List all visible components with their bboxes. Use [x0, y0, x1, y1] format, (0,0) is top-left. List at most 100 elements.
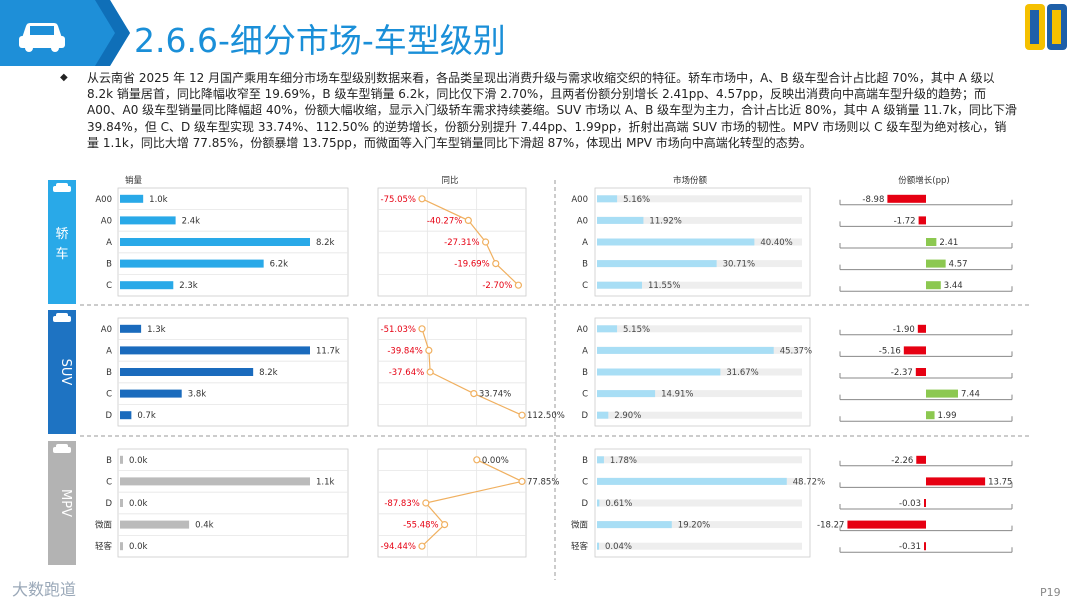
share-bar [597, 238, 755, 246]
share-track [597, 281, 802, 289]
growth-value-label: -5.16 [879, 346, 901, 356]
category-label: 微面 [95, 520, 113, 531]
yoy-point [473, 456, 481, 464]
growth-value-label: -1.90 [893, 325, 915, 335]
category-label: C [106, 390, 112, 400]
column-header-share-growth: 份额增长(pp) [898, 175, 949, 186]
category-label: B [106, 260, 112, 270]
yoy-point [514, 281, 523, 289]
share-bar [597, 216, 644, 224]
growth-bar [926, 411, 935, 420]
yoy-point [464, 216, 472, 224]
yoy-value-label: 77.85% [527, 477, 559, 487]
category-label: C [582, 281, 588, 291]
share-bar [597, 456, 604, 464]
yoy-value-label: -87.83% [384, 499, 419, 509]
yoy-value-label: 0.00% [482, 456, 509, 466]
sales-value-label: 8.2k [316, 238, 335, 248]
sales-bar [120, 455, 123, 464]
yoy-value-label: -40.27% [427, 216, 462, 226]
sales-bar [120, 389, 182, 398]
sales-value-label: 0.7k [137, 411, 156, 421]
share-bar [597, 195, 618, 203]
growth-bar [917, 324, 926, 333]
yoy-value-label: -37.64% [389, 368, 424, 378]
category-label: 微面 [571, 520, 589, 531]
segment-label: 轿 [55, 227, 68, 242]
yoy-panel-frame [377, 187, 527, 297]
growth-value-label: -0.31 [899, 542, 921, 552]
segment-car-icon-top [56, 444, 68, 449]
sales-value-label: 1.1k [316, 477, 335, 487]
share-value-label: 48.72% [793, 477, 825, 487]
category-label: C [106, 281, 112, 291]
intro-text: 从云南省 2025 年 12 月国产乘用车细分市场车型级别数据来看，各品类呈现出… [87, 71, 1017, 150]
share-track [597, 325, 802, 333]
column-header-share: 市场份额 [673, 175, 708, 186]
category-label: C [582, 477, 588, 487]
sales-bar [120, 368, 254, 376]
share-value-label: 5.15% [623, 325, 650, 335]
yoy-point [470, 390, 478, 398]
sales-value-label: 0.0k [129, 499, 148, 509]
sales-value-label: 0.4k [195, 521, 214, 531]
sales-bar [120, 411, 132, 420]
share-value-label: 1.78% [610, 456, 637, 466]
share-value-label: 0.04% [605, 542, 632, 552]
category-label: B [582, 456, 588, 466]
yoy-value-label: -39.84% [387, 346, 422, 356]
sales-value-label: 0.0k [129, 542, 148, 552]
sales-value-label: 6.2k [270, 260, 289, 270]
category-label: A0 [101, 216, 112, 226]
segment-car-icon-top [56, 313, 68, 318]
yoy-point [426, 368, 434, 376]
category-label: A [106, 346, 112, 356]
column-header-yoy: 同比 [441, 175, 458, 186]
car-icon [19, 23, 65, 52]
sales-bar [120, 542, 123, 551]
category-label: 轻客 [571, 541, 589, 552]
share-value-label: 31.67% [726, 368, 758, 378]
growth-value-label: 7.44 [961, 390, 980, 400]
sales-bar [120, 477, 310, 486]
sales-value-label: 1.3k [147, 325, 166, 335]
growth-value-label: -0.03 [899, 499, 921, 509]
yoy-value-label: 112.50% [527, 411, 565, 421]
growth-value-label: -2.26 [891, 456, 913, 466]
yoy-point [482, 238, 490, 246]
category-label: B [582, 368, 588, 378]
category-label: 轻客 [95, 541, 113, 552]
sales-value-label: 8.2k [259, 368, 278, 378]
sales-bar [120, 499, 123, 507]
bullet-icon: ◆ [60, 72, 68, 83]
share-bar [597, 477, 787, 485]
column-header-sales: 销量 [125, 175, 143, 186]
growth-value-label: 13.75 [988, 477, 1012, 487]
share-track [597, 499, 802, 507]
yoy-value-label: -51.03% [381, 325, 416, 335]
segment-tab [48, 310, 76, 434]
yoy-point [425, 346, 433, 354]
yoy-value-label: -27.31% [444, 238, 479, 248]
footer-brand: 大数跑道 [12, 580, 77, 599]
sales-value-label: 3.8k [188, 390, 207, 400]
share-bar [597, 411, 609, 419]
brand-logo-icon [1025, 4, 1067, 50]
header-banner [0, 0, 1067, 66]
share-value-label: 11.55% [648, 281, 680, 291]
yoy-point [518, 411, 526, 419]
sales-value-label: 2.3k [179, 281, 198, 291]
share-bar [597, 390, 656, 398]
growth-value-label: 1.99 [938, 411, 957, 421]
header-tab-accent [95, 0, 130, 66]
share-value-label: 2.90% [614, 411, 641, 421]
growth-bar [847, 520, 926, 529]
yoy-point [418, 542, 426, 550]
growth-value-label: -1.72 [894, 216, 916, 226]
share-value-label: 30.71% [723, 260, 755, 270]
growth-value-label: 4.57 [949, 260, 968, 270]
share-bar [597, 325, 618, 333]
category-label: B [582, 260, 588, 270]
segment-tab [48, 180, 76, 304]
